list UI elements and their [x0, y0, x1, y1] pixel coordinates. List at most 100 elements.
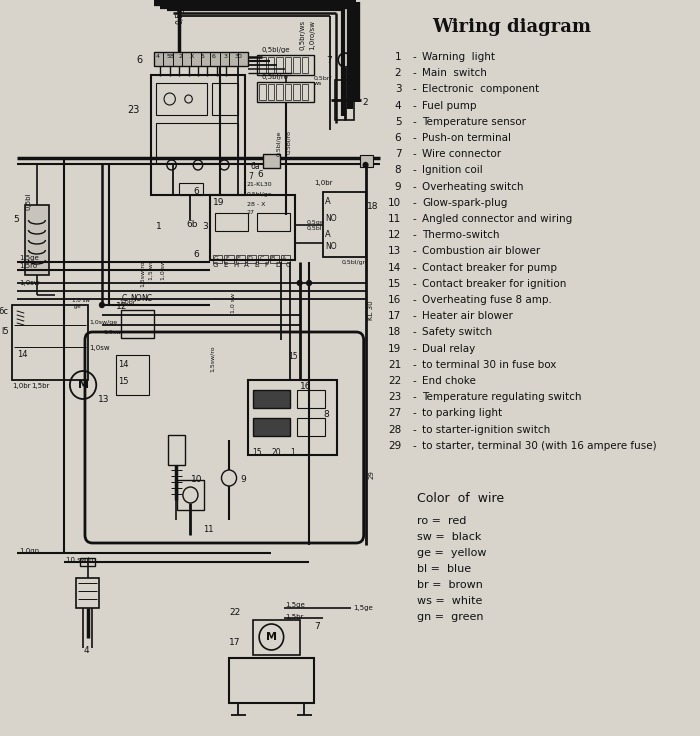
Text: Temperature sensor: Temperature sensor — [422, 117, 526, 127]
Text: 1,5ge: 1,5ge — [354, 605, 373, 611]
Circle shape — [298, 280, 302, 286]
Text: Overheating switch: Overheating switch — [422, 182, 524, 191]
Text: to terminal 30 in fuse box: to terminal 30 in fuse box — [422, 360, 556, 369]
Text: 6: 6 — [136, 55, 143, 65]
Bar — [293, 84, 300, 100]
Bar — [258, 213, 290, 231]
Text: -: - — [412, 360, 416, 369]
Text: Contact breaker for pump: Contact breaker for pump — [422, 263, 557, 272]
Text: 1,0sw/ge: 1,0sw/ge — [90, 320, 118, 325]
Bar — [293, 57, 300, 73]
Bar — [155, 123, 239, 163]
Text: H: H — [234, 262, 239, 268]
Bar — [236, 255, 245, 263]
Bar — [285, 84, 291, 100]
Text: C: C — [259, 256, 263, 261]
Text: F: F — [225, 256, 229, 261]
Text: 15: 15 — [118, 377, 128, 386]
Text: NO: NO — [325, 214, 337, 223]
Bar — [179, 183, 203, 195]
Text: -: - — [412, 344, 416, 353]
Text: -: - — [412, 392, 416, 402]
Text: 1,5ro: 1,5ro — [19, 263, 37, 269]
Text: 0,5bl/ge: 0,5bl/ge — [247, 192, 272, 197]
Bar — [163, 52, 172, 66]
Text: 2: 2 — [363, 98, 368, 107]
Text: 15: 15 — [288, 352, 298, 361]
Text: -: - — [412, 182, 416, 191]
Bar — [281, 255, 290, 263]
Text: -: - — [412, 117, 416, 127]
Text: 14: 14 — [118, 360, 128, 369]
Bar — [229, 52, 239, 66]
Bar — [302, 84, 308, 100]
Text: 29: 29 — [388, 441, 401, 450]
Text: to starter, terminal 30 (with 16 ampere fuse): to starter, terminal 30 (with 16 ampere … — [422, 441, 657, 450]
Text: 1,0gn: 1,0gn — [19, 548, 39, 554]
Text: 1,0br: 1,0br — [119, 300, 135, 305]
Text: 0,5bl: 0,5bl — [26, 193, 32, 210]
Bar — [213, 255, 223, 263]
Text: 0,5br/
ws: 0,5br/ ws — [314, 75, 332, 86]
Text: -: - — [412, 263, 416, 272]
Bar — [259, 57, 266, 73]
Bar — [25, 205, 49, 275]
Text: Warning  light: Warning light — [422, 52, 495, 62]
Text: D: D — [248, 256, 253, 261]
Text: 14: 14 — [388, 263, 401, 272]
Bar — [297, 418, 325, 436]
Text: Contact breaker for ignition: Contact breaker for ignition — [422, 279, 566, 289]
Text: 0,5bl/gn: 0,5bl/gn — [342, 260, 368, 265]
Text: 22: 22 — [388, 376, 401, 386]
Text: Thermo-switch: Thermo-switch — [422, 230, 500, 240]
Bar — [258, 255, 267, 263]
Text: 6c: 6c — [0, 307, 8, 316]
Text: Glow-spark-plug: Glow-spark-plug — [422, 198, 507, 208]
Bar — [270, 255, 279, 263]
Text: 6b: 6b — [187, 220, 198, 229]
Text: G: G — [213, 262, 218, 268]
Bar — [168, 435, 185, 465]
Bar — [215, 213, 248, 231]
Text: 1: 1 — [290, 448, 295, 457]
Bar — [253, 418, 290, 436]
Text: -: - — [412, 198, 416, 208]
Bar — [212, 83, 239, 115]
Bar — [360, 155, 373, 167]
Bar — [154, 52, 248, 66]
Text: -: - — [412, 214, 416, 224]
Text: 1,0sw: 1,0sw — [104, 330, 122, 335]
Text: -: - — [412, 441, 416, 450]
Text: 12: 12 — [116, 302, 127, 311]
Text: Push-on terminal: Push-on terminal — [422, 133, 511, 143]
Text: ws =  white: ws = white — [417, 596, 483, 606]
Text: -: - — [412, 376, 416, 386]
Text: 19: 19 — [213, 198, 225, 207]
Bar — [297, 390, 325, 408]
Text: 1,5sw/ro: 1,5sw/ro — [139, 260, 145, 286]
Text: B: B — [255, 262, 259, 268]
Text: 1: 1 — [395, 52, 401, 62]
Text: 2: 2 — [178, 54, 182, 59]
Text: Dual relay: Dual relay — [422, 344, 475, 353]
Text: 11: 11 — [388, 214, 401, 224]
Text: 1,0 sw: 1,0 sw — [160, 260, 165, 280]
Text: Wire connector: Wire connector — [422, 149, 501, 159]
Text: -: - — [412, 230, 416, 240]
Bar — [220, 52, 229, 66]
Text: 1,5 ws: 1,5 ws — [149, 260, 154, 280]
Text: 28 - X: 28 - X — [247, 202, 265, 207]
Text: 9: 9 — [240, 475, 246, 484]
Text: 6: 6 — [258, 170, 263, 179]
Text: F: F — [265, 262, 269, 268]
Bar — [177, 480, 204, 510]
Bar — [248, 380, 337, 455]
Bar — [210, 52, 220, 66]
Text: Electronic  component: Electronic component — [422, 85, 539, 94]
Text: -: - — [412, 279, 416, 289]
Bar — [116, 355, 149, 395]
Text: 1,0ro/sw: 1,0ro/sw — [309, 20, 315, 50]
Text: 13: 13 — [388, 247, 401, 256]
Text: 8: 8 — [395, 166, 401, 175]
Text: 6a: 6a — [251, 162, 260, 171]
